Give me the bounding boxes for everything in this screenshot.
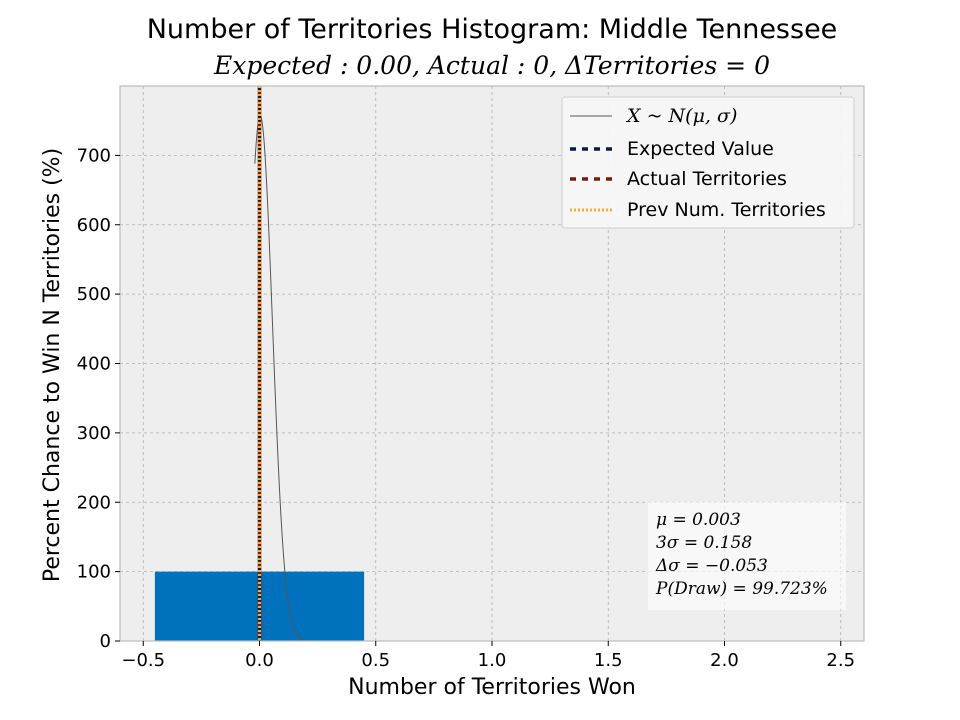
x-tick-label-4: 1.5	[594, 650, 623, 671]
legend-label-3: Prev Num. Territories	[627, 199, 826, 221]
y-tick-label-4: 400	[77, 354, 111, 375]
y-tick-label-2: 200	[77, 492, 111, 513]
x-tick-label-0: −0.5	[121, 650, 165, 671]
legend: X ~ N(μ, σ) Expected Value Actual Territor…	[561, 96, 855, 229]
ticks: −0.5 0.0 0.5 1.0 1.5 2.0 2.5 0 100 200 300 400 500 60…	[77, 145, 855, 671]
chart-subtitle: Expected : 0.00, Actual : 0, ΔTerritorie…	[213, 51, 770, 80]
legend-label-0: X ~ N(μ, σ)	[625, 105, 737, 127]
chart-title: Number of Territories Histogram: Middle …	[147, 14, 838, 45]
legend-label-2: Actual Territories	[627, 168, 787, 190]
y-tick-label-5: 500	[77, 284, 111, 305]
x-tick-label-2: 0.5	[361, 650, 390, 671]
stats-box: μ = 0.003 3σ = 0.158 Δσ = −0.053 P(Draw) = …	[648, 502, 846, 610]
y-tick-label-0: 0	[100, 631, 111, 652]
y-tick-label-3: 300	[77, 423, 111, 444]
stats-line-1: 3σ = 0.158	[656, 533, 752, 553]
x-tick-label-3: 1.0	[478, 650, 507, 671]
stats-line-2: Δσ = −0.053	[655, 556, 768, 576]
y-tick-label-6: 600	[77, 215, 111, 236]
legend-label-1: Expected Value	[627, 138, 774, 160]
stats-line-0: μ = 0.003	[656, 510, 741, 530]
stats-line-3: P(Draw) = 99.723%	[655, 579, 828, 599]
x-axis-label: Number of Territories Won	[348, 675, 636, 700]
stats-box-bg	[648, 502, 846, 610]
y-tick-label-7: 700	[77, 145, 111, 166]
y-tick-label-1: 100	[77, 562, 111, 583]
x-tick-label-6: 2.5	[826, 650, 855, 671]
x-tick-label-5: 2.0	[710, 650, 739, 671]
x-tick-label-1: 0.0	[245, 650, 274, 671]
y-axis-label: Percent Chance to Win N Territories (%)	[40, 148, 65, 582]
legend-box	[561, 96, 855, 229]
